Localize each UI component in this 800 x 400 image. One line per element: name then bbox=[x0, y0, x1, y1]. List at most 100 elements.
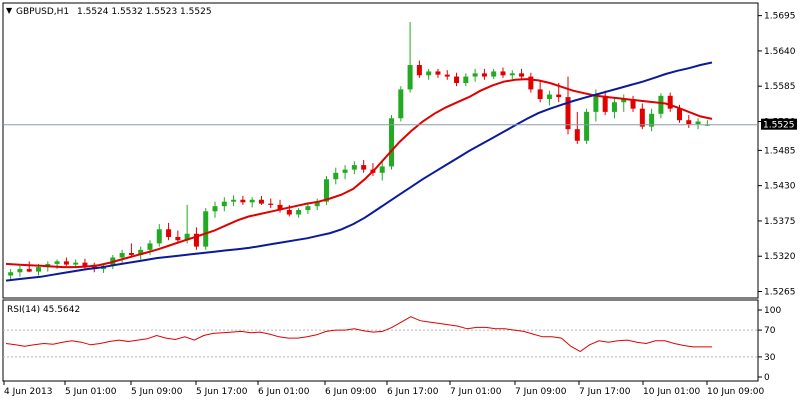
candlestick-series bbox=[8, 22, 710, 281]
price-tick-label: 1.5265 bbox=[764, 288, 796, 298]
time-tick-label: 5 Jun 01:00 bbox=[65, 387, 117, 397]
candle-body bbox=[426, 71, 432, 76]
time-tick-label: 7 Jun 01:00 bbox=[450, 387, 502, 397]
candle-body bbox=[695, 121, 701, 125]
candle-body bbox=[73, 262, 79, 265]
moving-average-lines bbox=[5, 61, 713, 282]
candle-body bbox=[193, 233, 199, 247]
candle-body bbox=[602, 95, 608, 112]
candle-body bbox=[435, 71, 441, 75]
time-tick-label: 4 Jun 2013 bbox=[4, 387, 52, 397]
price-tick-label: 1.5375 bbox=[764, 217, 796, 227]
candle-body bbox=[537, 89, 543, 100]
candle-body bbox=[258, 199, 264, 204]
candle-body bbox=[519, 73, 525, 77]
candle-body bbox=[546, 94, 552, 100]
candle-body bbox=[574, 129, 580, 141]
candle-body bbox=[389, 118, 395, 167]
candle-body bbox=[54, 261, 60, 264]
candle-body bbox=[231, 199, 237, 202]
candle-body bbox=[8, 272, 14, 276]
time-tick-label: 6 Jun 01:00 bbox=[258, 387, 310, 397]
candle-body bbox=[630, 99, 636, 109]
candle-body bbox=[268, 203, 274, 205]
candle-body bbox=[500, 71, 506, 76]
slow-moving-average-line bbox=[5, 61, 713, 282]
candle-body bbox=[491, 71, 497, 77]
candle-body bbox=[398, 89, 404, 119]
candle-body bbox=[221, 201, 227, 207]
candle-body bbox=[593, 95, 599, 112]
symbol-arrow-icon[interactable]: ▼ bbox=[6, 6, 13, 15]
price-tick-label: 1.5485 bbox=[764, 146, 796, 156]
candle-body bbox=[658, 95, 664, 114]
time-tick-label: 6 Jun 09:00 bbox=[325, 387, 377, 397]
candle-body bbox=[36, 267, 42, 272]
symbol-label: GBPUSD,H1 bbox=[16, 7, 69, 17]
ohlc-label: 1.5524 1.5532 1.5523 1.5525 bbox=[77, 7, 212, 17]
candle-body bbox=[407, 65, 413, 90]
candle-body bbox=[379, 166, 385, 173]
candle-body bbox=[333, 172, 339, 180]
candle-body bbox=[472, 73, 478, 77]
candle-body bbox=[212, 206, 218, 212]
candle-body bbox=[556, 94, 562, 98]
price-tick-label: 1.5430 bbox=[764, 182, 796, 192]
candle-body bbox=[342, 169, 348, 173]
candle-body bbox=[286, 210, 292, 215]
candle-body bbox=[277, 204, 283, 211]
candle-body bbox=[686, 120, 692, 125]
candle-body bbox=[147, 243, 153, 250]
rsi-series bbox=[5, 316, 712, 353]
price-panel-frame bbox=[2, 2, 759, 299]
time-axis: 4 Jun 2013 5 Jun 01:00 5 Jun 09:00 5 Jun 17… bbox=[3, 381, 764, 397]
candle-body bbox=[138, 249, 144, 255]
candle-body bbox=[416, 65, 422, 76]
candle-body bbox=[463, 76, 469, 83]
candle-body bbox=[611, 102, 617, 112]
candle-body bbox=[649, 113, 655, 127]
candle-body bbox=[314, 201, 320, 207]
candle-body bbox=[444, 74, 450, 77]
rsi-label: RSI(14) 45.5642 bbox=[7, 305, 80, 315]
candle-body bbox=[296, 210, 302, 215]
price-tick-label: 1.5585 bbox=[764, 82, 796, 92]
candle-body bbox=[203, 211, 209, 247]
time-tick-label: 6 Jun 17:00 bbox=[387, 387, 439, 397]
candle-body bbox=[63, 261, 69, 265]
candle-body bbox=[119, 253, 125, 258]
candle-body bbox=[509, 73, 515, 76]
candle-body bbox=[667, 95, 673, 109]
price-tick-label: 1.5640 bbox=[764, 47, 796, 57]
price-axis: 1.56951.56401.55851.55301.54851.54301.53… bbox=[758, 12, 796, 298]
rsi-tick-label: 70 bbox=[764, 326, 776, 336]
rsi-level-lines: 100 70 30 0 bbox=[3, 306, 781, 383]
price-tick-label: 1.5695 bbox=[764, 12, 796, 22]
time-tick-label: 10 Jun 01:00 bbox=[643, 387, 700, 397]
time-tick-label: 7 Jun 17:00 bbox=[579, 387, 631, 397]
candle-body bbox=[454, 76, 460, 83]
candle-body bbox=[565, 97, 571, 130]
rsi-tick-label: 0 bbox=[764, 373, 770, 383]
candle-body bbox=[676, 108, 682, 121]
candle-body bbox=[240, 199, 246, 203]
rsi-line bbox=[5, 316, 712, 353]
candle-body bbox=[82, 262, 88, 267]
candle-body bbox=[361, 165, 367, 170]
price-tick-label: 1.5320 bbox=[764, 252, 796, 262]
candle-body bbox=[184, 233, 190, 241]
candle-body bbox=[621, 99, 627, 103]
rsi-tick-label: 100 bbox=[764, 306, 781, 316]
candle-body bbox=[166, 229, 172, 237]
candle-body bbox=[156, 229, 162, 244]
candle-body bbox=[26, 269, 32, 272]
time-tick-label: 10 Jun 09:00 bbox=[707, 387, 764, 397]
candle-body bbox=[249, 199, 255, 203]
candle-body bbox=[584, 111, 590, 141]
rsi-tick-label: 30 bbox=[764, 353, 776, 363]
candle-body bbox=[17, 269, 23, 273]
current-price-label: 1.5525 bbox=[763, 121, 795, 131]
candle-body bbox=[351, 165, 357, 170]
